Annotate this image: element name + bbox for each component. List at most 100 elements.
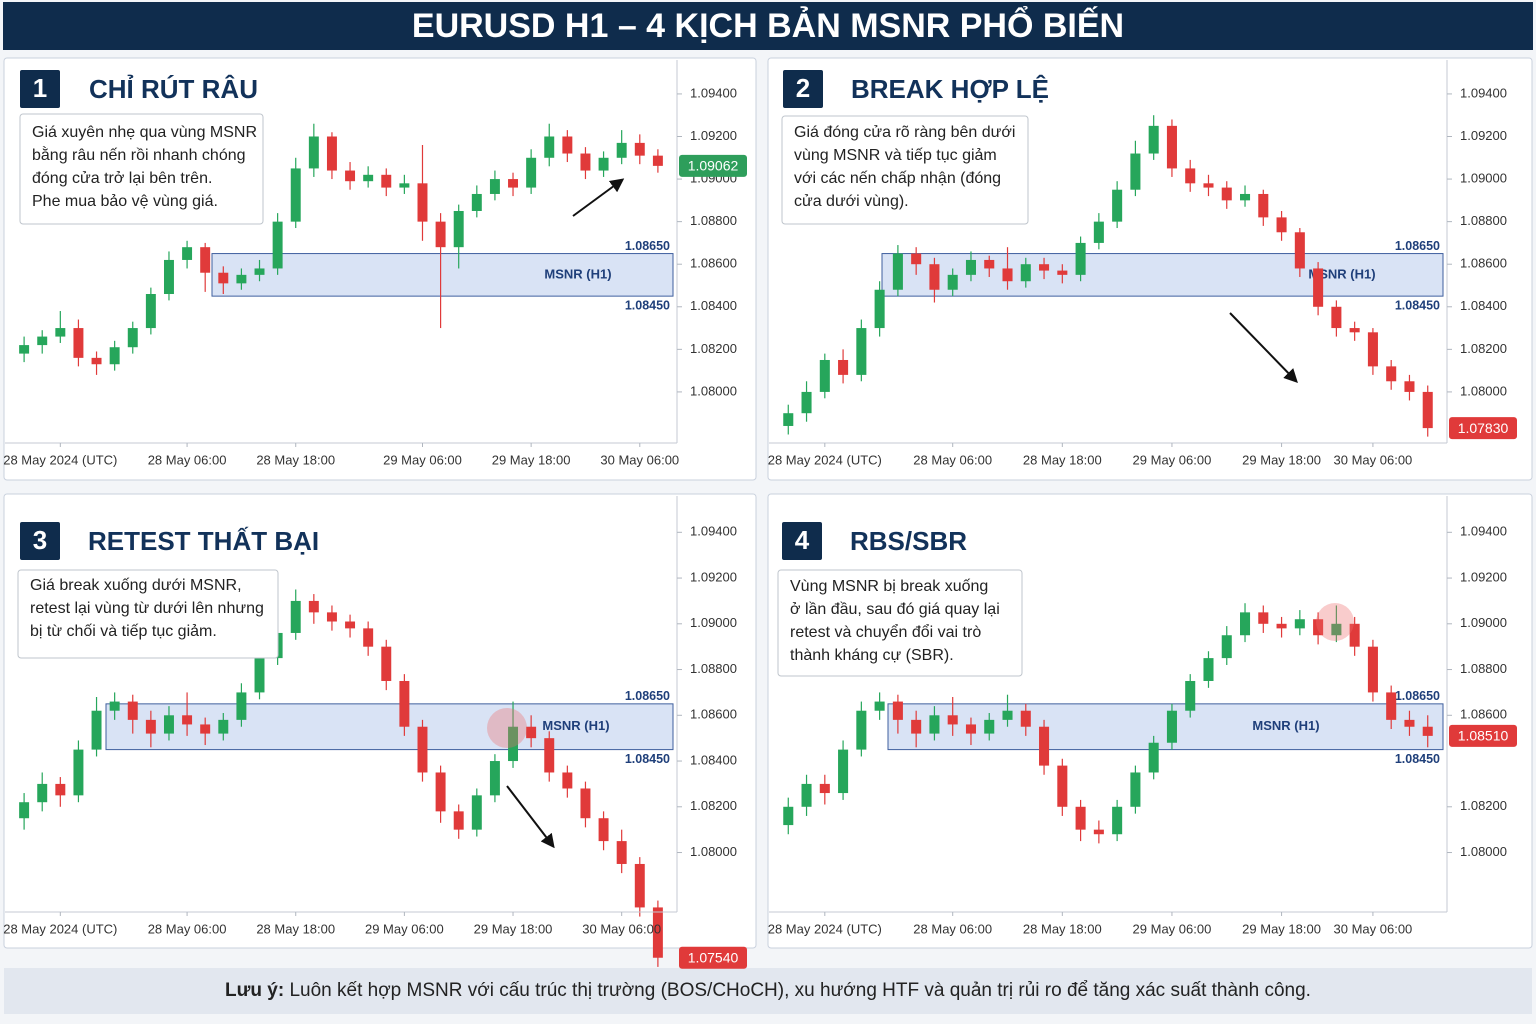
candle-body xyxy=(290,168,301,222)
candle-body xyxy=(363,628,374,647)
y-tick-label: 1.09400 xyxy=(1460,524,1507,539)
candle-body xyxy=(1039,726,1050,766)
charts: MSNR (H1) 1.08650 1.08450 1.09400 1.09200 1.0… xyxy=(3,57,1533,969)
candle-body xyxy=(345,621,356,629)
candle-body xyxy=(1002,268,1013,282)
x-tick-label: 30 May 06:00 xyxy=(1334,452,1413,467)
candle-body xyxy=(471,795,482,830)
candle-body xyxy=(598,818,609,842)
x-tick-label: 29 May 18:00 xyxy=(1242,452,1321,467)
candle-body xyxy=(562,772,573,789)
candle-body xyxy=(163,259,174,295)
description-line: vùng MSNR và tiếp tục giảm xyxy=(794,147,997,164)
y-tick-label: 1.09400 xyxy=(1460,85,1507,100)
candle-body xyxy=(1294,232,1305,269)
panel-number-box xyxy=(782,522,822,560)
candle-body xyxy=(381,174,392,188)
x-tick-label: 28 May 06:00 xyxy=(148,921,227,936)
y-tick-label: 1.08800 xyxy=(690,213,737,228)
x-tick-label: 29 May 06:00 xyxy=(1133,921,1212,936)
candle-body xyxy=(37,336,48,346)
candle-body xyxy=(1422,391,1433,429)
candle-body xyxy=(819,783,830,794)
last-price-badge xyxy=(1449,724,1517,747)
candle-body xyxy=(929,264,940,290)
candle-body xyxy=(526,726,537,739)
zone-high-label: 1.08650 xyxy=(625,689,670,703)
candle-body xyxy=(417,726,428,773)
candle-body xyxy=(1331,623,1342,636)
candle-body xyxy=(1185,168,1196,184)
description-line: bằng râu nến rồi nhanh chóng xyxy=(32,145,246,164)
last-price-label: 1.07540 xyxy=(688,949,739,965)
candle-body xyxy=(1221,187,1232,201)
y-tick-label: 1.09200 xyxy=(1460,128,1507,143)
candle-body xyxy=(1349,328,1360,333)
y-tick-label: 1.08200 xyxy=(690,341,737,356)
x-tick-label: 28 May 18:00 xyxy=(1023,921,1102,936)
x-tick-label: 28 May 06:00 xyxy=(148,452,227,467)
last-price-badge xyxy=(679,946,747,969)
arrow xyxy=(506,785,555,849)
y-tick-label: 1.08800 xyxy=(690,661,737,676)
description-line: Giá xuyên nhẹ qua vùng MSNR xyxy=(32,124,257,141)
candle-body xyxy=(1240,612,1251,636)
candle-body xyxy=(435,221,446,248)
candle-body xyxy=(272,221,283,269)
y-tick-label: 1.09400 xyxy=(690,524,737,539)
candle-body xyxy=(19,802,30,819)
description-line: thành kháng cự (SBR). xyxy=(790,647,954,664)
candle-body xyxy=(1148,125,1159,154)
candle-body xyxy=(838,749,849,794)
candle-body xyxy=(73,328,84,358)
candle-body xyxy=(471,193,482,211)
description-line: Phe mua bảo vệ vùng giá. xyxy=(32,193,218,210)
candle-body xyxy=(55,328,66,337)
x-tick-label: 28 May 06:00 xyxy=(913,452,992,467)
description-line: với các nến chấp nhận (đóng xyxy=(794,170,1001,187)
y-tick-label: 1.08600 xyxy=(690,707,737,722)
candle-body xyxy=(1130,153,1141,190)
candle-body xyxy=(55,783,66,796)
candle-body xyxy=(182,247,193,260)
candle-body xyxy=(1313,619,1324,636)
panel-number: 1 xyxy=(33,73,47,103)
y-tick-label: 1.09000 xyxy=(690,615,737,630)
y-tick-label: 1.08400 xyxy=(1460,298,1507,313)
y-tick-label: 1.08200 xyxy=(1460,798,1507,813)
candle-body xyxy=(947,274,958,290)
candle-body xyxy=(544,136,555,158)
x-tick-label: 29 May 18:00 xyxy=(1242,921,1321,936)
panel-title: RBS/SBR xyxy=(850,526,967,556)
y-tick-label: 1.08600 xyxy=(690,256,737,271)
candle-body xyxy=(965,259,976,275)
x-tick-label: 30 May 06:00 xyxy=(600,452,679,467)
y-tick-label: 1.09200 xyxy=(1460,569,1507,584)
note: Lưu ý: Luôn kết hợp MSNR với cấu trúc th… xyxy=(225,980,1311,1001)
candle-body xyxy=(399,680,410,727)
candle-body xyxy=(1386,366,1397,382)
candle-body xyxy=(109,701,120,711)
candle-body xyxy=(1130,772,1141,807)
candle-body xyxy=(616,142,627,158)
candle-body xyxy=(435,772,446,812)
candle-body xyxy=(1313,268,1324,307)
candle-body xyxy=(508,179,519,188)
y-tick-label: 1.08600 xyxy=(1460,707,1507,722)
candle-body xyxy=(892,701,903,720)
candle-body xyxy=(544,738,555,773)
y-tick-label: 1.08600 xyxy=(1460,256,1507,271)
candle-body xyxy=(381,646,392,681)
note-text: Luôn kết hợp MSNR với cấu trúc thị trườn… xyxy=(284,980,1311,1001)
candle-body xyxy=(489,761,500,796)
candle-body xyxy=(911,253,922,265)
panel-number: 4 xyxy=(795,525,810,555)
candle-body xyxy=(453,210,464,248)
candle-body xyxy=(1240,193,1251,201)
candle-body xyxy=(580,153,591,171)
candle-body xyxy=(73,749,84,796)
candle-body xyxy=(308,600,319,613)
panel-title: CHỈ RÚT RÂU xyxy=(89,74,258,104)
note-bar xyxy=(4,968,1532,1014)
y-tick-label: 1.09000 xyxy=(1460,615,1507,630)
